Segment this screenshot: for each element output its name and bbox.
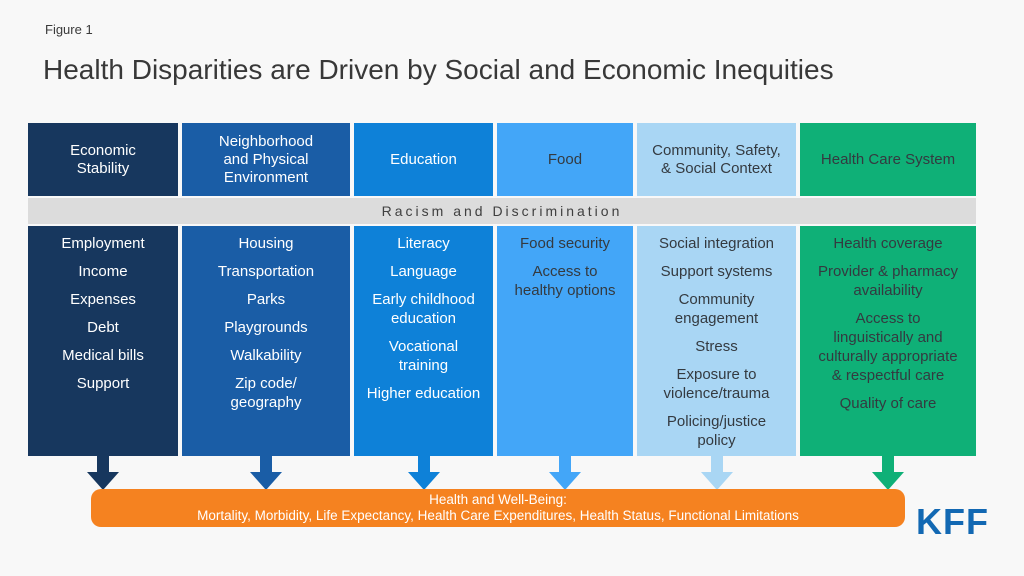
column-item: Quality of care <box>839 395 937 412</box>
column-item: Medical bills <box>62 347 144 364</box>
column-item: Exposure to violence/trauma <box>663 366 770 402</box>
column-item: Social integration <box>658 235 775 252</box>
column-item: Support <box>76 375 130 392</box>
column-bodies-row: Employment Income Expenses Debt Medical bill… <box>28 226 976 456</box>
disparities-diagram: Economic Stability Neighborhood and Physi… <box>28 123 976 490</box>
column-item: Early childhood education <box>372 291 475 327</box>
column-body-health-care-system: Health coverage Provider & pharmacy avail… <box>800 226 976 456</box>
column-item: Health coverage <box>833 235 943 252</box>
down-arrow-icon <box>182 456 350 490</box>
column-body-community-safety-social: Social integration Support systems Communi… <box>637 226 796 456</box>
column-header-label: Education <box>390 150 457 168</box>
column-item: Literacy <box>397 235 450 252</box>
column-item: Parks <box>246 291 286 308</box>
column-item: Food security <box>519 235 611 252</box>
column-item: Language <box>390 263 457 280</box>
down-arrow-icon <box>28 456 178 490</box>
column-item: Walkability <box>230 347 302 364</box>
figure-label: Figure 1 <box>45 22 93 37</box>
column-headers-row: Economic Stability Neighborhood and Physi… <box>28 123 976 196</box>
column-item: Higher education <box>366 385 481 402</box>
down-arrow-icon <box>637 456 796 490</box>
column-body-food: Food security Access to healthy options <box>497 226 633 456</box>
column-header-economic-stability: Economic Stability <box>28 123 178 196</box>
column-item: Community engagement <box>674 291 759 327</box>
down-arrow-icon <box>354 456 493 490</box>
outcome-line2: Mortality, Morbidity, Life Expectancy, H… <box>197 508 799 523</box>
column-item: Access to linguistically and culturally … <box>818 310 958 384</box>
column-body-neighborhood-and-physical: Housing Transportation Parks Playgrounds Wal… <box>182 226 350 456</box>
down-arrow-icon <box>497 456 633 490</box>
column-header-food: Food <box>497 123 633 196</box>
column-item: Income <box>78 263 128 280</box>
column-item: Support systems <box>660 263 773 280</box>
column-item: Employment <box>61 235 145 252</box>
column-header-label: Community, Safety, & Social Context <box>652 141 781 177</box>
column-header-education: Education <box>354 123 493 196</box>
outcome-bar: Health and Well-Being: Mortality, Morbid… <box>91 489 905 527</box>
arrows-row <box>28 456 976 490</box>
column-item: Zip code/ geography <box>230 375 302 411</box>
column-item: Provider & pharmacy availability <box>817 263 959 299</box>
column-item: Policing/justice policy <box>666 413 767 449</box>
down-arrow-icon <box>800 456 976 490</box>
column-item: Debt <box>87 319 119 336</box>
racism-discrimination-band: Racism and Discrimination <box>28 198 976 224</box>
column-header-community-safety-social: Community, Safety, & Social Context <box>637 123 796 196</box>
outcome-line1: Health and Well-Being: <box>429 492 567 507</box>
column-header-neighborhood-and-physical: Neighborhood and Physical Environment <box>182 123 350 196</box>
column-item: Transportation <box>217 263 315 280</box>
column-item: Housing <box>238 235 294 252</box>
column-body-economic-stability: Employment Income Expenses Debt Medical bill… <box>28 226 178 456</box>
racism-band-label: Racism and Discrimination <box>381 203 623 219</box>
kff-logo: KFF <box>916 501 989 542</box>
page-title: Health Disparities are Driven by Social … <box>43 54 834 85</box>
column-item: Access to healthy options <box>514 263 616 299</box>
column-item: Stress <box>695 338 738 355</box>
column-item: Expenses <box>70 291 136 308</box>
outcome-section: Health and Well-Being: Mortality, Morbid… <box>28 489 1024 559</box>
column-item: Vocational training <box>388 338 459 374</box>
column-header-label: Neighborhood and Physical Environment <box>218 132 314 186</box>
column-header-health-care-system: Health Care System <box>800 123 976 196</box>
column-header-label: Economic Stability <box>70 141 136 177</box>
column-header-label: Health Care System <box>820 150 956 168</box>
column-item: Playgrounds <box>224 319 308 336</box>
column-body-education: Literacy Language Early childhood educatio… <box>354 226 493 456</box>
column-header-label: Food <box>547 150 583 168</box>
